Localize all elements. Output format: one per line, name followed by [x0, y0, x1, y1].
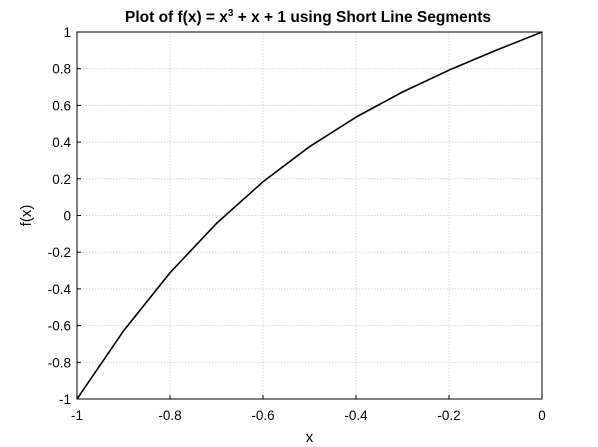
y-tick-label: 0.8	[52, 62, 71, 77]
title-superscript: 3	[228, 8, 234, 19]
y-tick-label: 0	[63, 209, 71, 224]
x-tick-label: -0.6	[251, 408, 274, 423]
y-tick-label: 1	[63, 25, 71, 40]
y-tick-label: -0.6	[48, 319, 71, 334]
chart-title: Plot of f(x) = x3 + x + 1 using Short Li…	[125, 8, 491, 26]
plot-area	[76, 31, 543, 400]
y-tick-label: 0.4	[52, 135, 71, 150]
y-tick-label: 0.6	[52, 98, 71, 113]
y-axis-ticks: -1 -0.8 -0.6 -0.4 -0.2 0 0.2 0.4 0.6 0.8 1	[48, 25, 81, 407]
title-text: Plot of f(x) = x	[125, 9, 228, 26]
y-axis-label: f(x)	[18, 205, 35, 227]
y-tick-label: 0.2	[52, 172, 71, 187]
x-axis-label: x	[306, 429, 314, 446]
x-tick-label: -0.4	[344, 408, 368, 423]
x-tick-label: -0.8	[158, 408, 181, 423]
x-axis-ticks: -1 -0.8 -0.6 -0.4 -0.2 0	[71, 395, 546, 423]
y-tick-label: -0.2	[48, 245, 71, 260]
x-tick-label: -0.2	[437, 408, 460, 423]
grid	[77, 32, 542, 399]
title-text: + x + 1 using Short Line Segments	[233, 9, 491, 26]
x-tick-label: -1	[71, 408, 83, 423]
x-tick-label: 0	[538, 408, 546, 423]
y-tick-label: -0.4	[48, 282, 72, 297]
y-tick-label: -1	[59, 392, 71, 407]
y-tick-label: -0.8	[48, 355, 71, 370]
series-line	[76, 31, 543, 400]
